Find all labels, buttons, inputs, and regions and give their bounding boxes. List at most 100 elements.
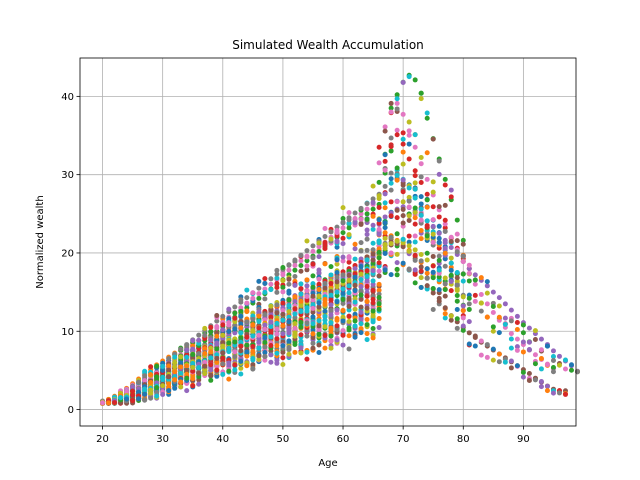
data-point [538,336,544,342]
data-point [268,328,274,334]
data-point [310,255,316,261]
data-point [346,232,352,238]
data-point [238,308,244,314]
data-point [328,312,334,318]
data-point [202,367,208,373]
data-point [280,349,286,355]
data-point [292,262,298,268]
data-point [166,388,172,394]
data-point [424,110,430,116]
data-point [310,297,316,303]
data-point [430,231,436,237]
data-point [520,330,526,336]
chart-title: Simulated Wealth Accumulation [232,38,424,52]
data-point [442,263,448,269]
data-point [292,282,298,288]
data-point [292,274,298,280]
data-point [232,315,238,321]
data-point [394,92,400,98]
data-point [424,275,430,281]
data-point [322,285,328,291]
data-point [430,290,436,296]
data-point [364,337,370,343]
data-point [508,345,514,351]
data-point [268,303,274,309]
data-point [262,344,268,350]
y-tick-label: 40 [61,92,74,103]
data-point [412,168,418,174]
data-point [196,381,202,387]
data-point [424,218,430,224]
data-point [298,258,304,264]
data-point [298,285,304,291]
data-point [532,337,538,343]
data-point [352,296,358,302]
data-point [238,365,244,371]
data-point [220,313,226,319]
data-point [460,323,466,329]
data-point [364,322,370,328]
data-point [178,354,184,360]
data-point [232,354,238,360]
data-point [256,313,262,319]
data-point [400,111,406,117]
data-point [154,389,160,395]
data-point [334,323,340,329]
data-point [310,305,316,311]
data-point [274,320,280,326]
data-point [448,288,454,294]
data-point [334,238,340,244]
data-point [304,267,310,273]
data-point [370,278,376,284]
data-point [460,303,466,309]
data-point [346,220,352,226]
data-point [364,227,370,233]
data-point [340,272,346,278]
data-point [310,281,316,287]
data-point [340,225,346,231]
data-point [346,210,352,216]
data-point [262,322,268,328]
data-point [514,344,520,350]
data-point [160,367,166,373]
data-point [208,349,214,355]
data-point [358,321,364,327]
data-point [352,311,358,317]
data-point [124,389,130,395]
data-point [274,326,280,332]
data-point [184,347,190,353]
data-point [352,306,358,312]
data-point [352,266,358,272]
data-point [358,248,364,254]
data-point [274,302,280,308]
data-point [382,191,388,197]
data-point [148,387,154,393]
data-point [406,74,412,80]
data-point [346,313,352,319]
data-point [262,326,268,332]
data-point [142,386,148,392]
data-point [250,343,256,349]
data-point [334,284,340,290]
data-point [454,316,460,322]
plot-area-frame [79,57,577,427]
data-point [148,395,154,401]
data-point [232,362,238,368]
data-point [364,247,370,253]
data-point [496,351,502,357]
data-point [346,217,352,223]
data-point [370,251,376,257]
data-point [412,215,418,221]
data-point [412,267,418,273]
data-point [502,321,508,327]
data-point [322,296,328,302]
data-point [304,333,310,339]
data-point [322,301,328,307]
data-point [262,350,268,356]
data-point [406,156,412,162]
data-point [220,355,226,361]
data-point [226,360,232,366]
data-point [250,322,256,328]
data-point [268,343,274,349]
data-point [274,336,280,342]
